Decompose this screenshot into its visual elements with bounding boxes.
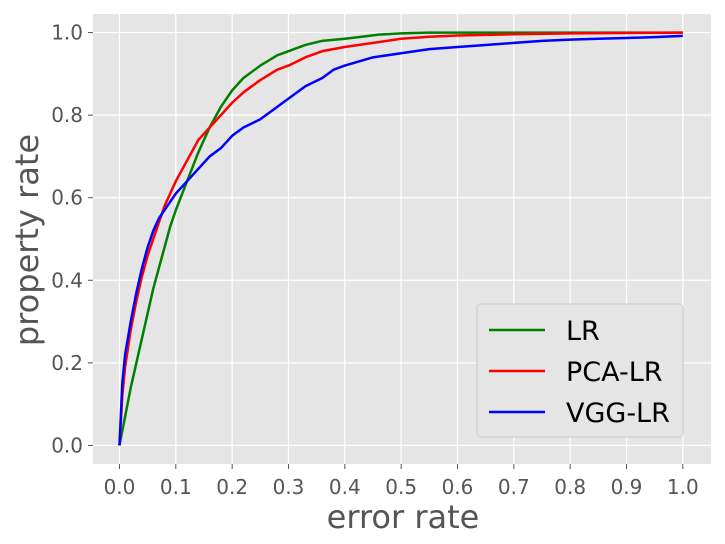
x-tick-label: 0.6 xyxy=(442,475,474,499)
y-tick-label: 0.2 xyxy=(51,351,83,375)
x-tick-label: 0.2 xyxy=(216,475,248,499)
x-tick-label: 0.8 xyxy=(554,475,586,499)
y-tick-label: 0.0 xyxy=(51,433,83,457)
x-tick-label: 0.3 xyxy=(273,475,305,499)
legend-label-vgg-lr: VGG-LR xyxy=(566,398,670,429)
x-tick-label: 0.4 xyxy=(329,475,361,499)
y-tick-label: 0.8 xyxy=(51,103,83,127)
x-tick-label: 0.9 xyxy=(611,475,643,499)
series-line-pca-lr xyxy=(118,31,683,446)
legend-label-pca-lr: PCA-LR xyxy=(566,357,663,388)
series-line-vgg-lr xyxy=(118,34,683,446)
x-tick-label: 0.0 xyxy=(104,475,136,499)
y-tick-label: 0.6 xyxy=(51,186,83,210)
legend-label-lr: LR xyxy=(566,316,600,347)
x-tick-label: 0.1 xyxy=(160,475,192,499)
y-tick-label: 0.4 xyxy=(51,268,83,292)
x-tick-label: 1.0 xyxy=(667,475,699,499)
x-tick-label: 0.5 xyxy=(385,475,417,499)
legend-box xyxy=(476,303,684,438)
legend: LR PCA-LR VGG-LR xyxy=(476,303,684,438)
y-axis-label: property rate xyxy=(8,134,46,346)
y-tick-label: 1.0 xyxy=(51,21,83,45)
series-lines xyxy=(118,31,683,446)
tick-labels: 0.0 0.1 0.2 0.3 0.4 0.5 0.6 0.7 0.8 0.9 1.0 0.0 0.2 0… xyxy=(51,21,699,499)
x-tick-label: 0.7 xyxy=(498,475,530,499)
x-axis-label: error rate xyxy=(327,498,480,536)
series-line-lr xyxy=(118,31,683,446)
